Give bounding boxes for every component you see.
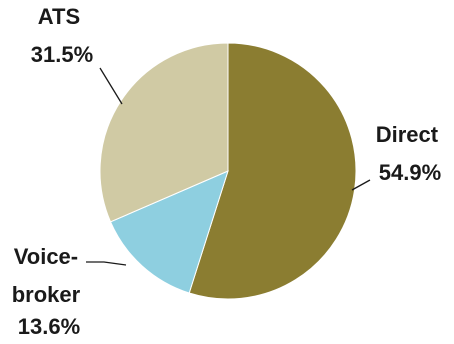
pie-slices xyxy=(99,42,357,300)
pie-slice-ats xyxy=(99,42,229,223)
slice-label-voice-broker-line1: Voice- xyxy=(14,244,78,269)
leader-line-ats xyxy=(99,67,123,105)
slice-label-direct-percent: 54.9% xyxy=(379,160,441,185)
slice-label-voice-broker-percent: 13.6% xyxy=(18,314,80,339)
slice-label-ats-name: ATS xyxy=(38,4,80,29)
slice-label-direct: Direct 54.9% xyxy=(376,122,444,185)
slice-labels: Direct 54.9% Voice- broker 13.6% ATS 31.… xyxy=(12,4,444,339)
slice-label-voice-broker-line2: broker xyxy=(12,282,81,307)
pie-slice-direct xyxy=(188,42,357,300)
leader-line-voice-broker xyxy=(86,261,127,266)
slice-label-ats: ATS 31.5% xyxy=(31,4,93,67)
slice-label-direct-name: Direct xyxy=(376,122,439,147)
pie-slice-voice-broker xyxy=(109,170,229,294)
leader-line-direct xyxy=(351,179,371,191)
slice-label-ats-percent: 31.5% xyxy=(31,42,93,67)
leader-lines xyxy=(86,67,371,266)
slice-label-voice-broker: Voice- broker 13.6% xyxy=(12,244,87,339)
